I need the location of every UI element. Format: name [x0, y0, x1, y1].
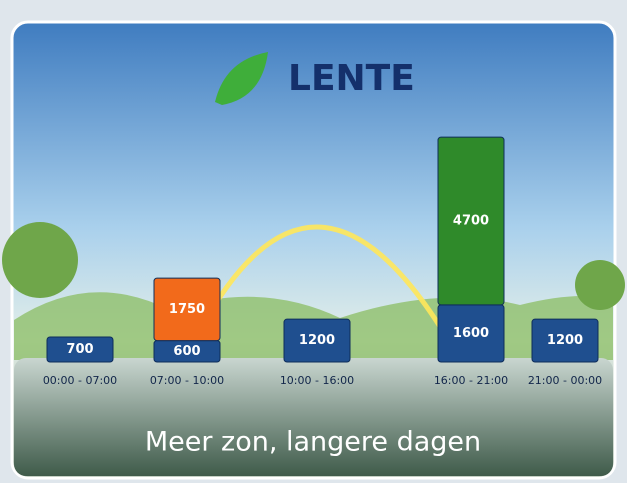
- x-tick-label: 00:00 - 07:00: [43, 374, 117, 387]
- x-tick-label: 16:00 - 21:00: [434, 374, 508, 387]
- infographic: LENTE Meer zon, langere dagen 00:00 - 07…: [0, 0, 627, 483]
- x-tick-label: 21:00 - 00:00: [528, 374, 602, 387]
- tree: [575, 260, 625, 310]
- value-label: 1200: [547, 333, 583, 348]
- value-label: 700: [66, 342, 93, 357]
- value-label: 600: [173, 344, 200, 359]
- value-label: 1750: [169, 302, 205, 317]
- value-label: 1600: [453, 326, 489, 341]
- x-tick-label: 07:00 - 10:00: [150, 374, 224, 387]
- value-label: 1200: [299, 333, 335, 348]
- title: LENTE: [288, 58, 415, 99]
- x-tick-label: 10:00 - 16:00: [280, 374, 354, 387]
- tree: [2, 222, 78, 298]
- subtitle: Meer zon, langere dagen: [145, 427, 481, 458]
- value-label: 4700: [453, 214, 489, 229]
